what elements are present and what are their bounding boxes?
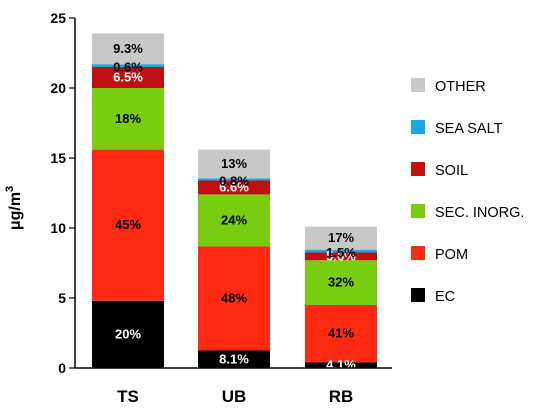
data-label-rb-ec: 4.1%	[326, 357, 356, 372]
legend-label-pom: POM	[435, 247, 468, 263]
x-tick-label-ub: UB	[222, 387, 247, 406]
y-tick-label-25: 25	[50, 10, 66, 26]
data-label-rb-pom: 41%	[328, 326, 354, 341]
legend-swatch-soil	[411, 162, 425, 176]
x-tick-label-rb: RB	[329, 387, 354, 406]
legend-swatch-sea-salt	[411, 120, 425, 134]
legend-swatch-pom	[411, 246, 425, 260]
data-label-rb-sea-salt: 1.5%	[326, 245, 356, 260]
legend-swatch-other	[411, 78, 425, 92]
y-axis-label-main: μg/m	[7, 192, 24, 230]
legend-label-sec-inorg: SEC. INORG.	[435, 205, 524, 221]
y-axis-label: μg/m3	[4, 186, 24, 230]
data-label-ts-sec-inorg: 18%	[115, 111, 141, 126]
legend-label-ec: EC	[435, 289, 455, 305]
legend-label-soil: SOIL	[435, 163, 468, 179]
y-tick-label-0: 0	[58, 360, 66, 376]
y-tick-label-10: 10	[50, 220, 66, 236]
data-label-ub-pom: 48%	[221, 290, 247, 305]
legend-swatch-sec-inorg	[411, 204, 425, 218]
x-tick-label-ts: TS	[117, 387, 139, 406]
y-axis-label-superscript: 3	[4, 186, 16, 192]
y-tick-label-20: 20	[50, 80, 66, 96]
data-label-ub-ec: 8.1%	[219, 351, 249, 366]
data-label-ts-ec: 20%	[115, 326, 141, 341]
legend-swatch-ec	[411, 288, 425, 302]
data-label-ts-sea-salt: 0.6%	[113, 60, 143, 75]
data-label-ub-sea-salt: 0.8%	[219, 173, 249, 188]
data-label-ub-other: 13%	[221, 156, 247, 171]
data-label-rb-other: 17%	[328, 230, 354, 245]
data-label-ts-pom: 45%	[115, 217, 141, 232]
data-label-ub-sec-inorg: 24%	[221, 212, 247, 227]
legend-label-other: OTHER	[435, 79, 486, 95]
data-label-rb-sec-inorg: 32%	[328, 275, 354, 290]
y-tick-label-5: 5	[58, 290, 66, 306]
y-tick-label-15: 15	[50, 150, 66, 166]
data-label-ts-other: 9.3%	[113, 41, 143, 56]
legend-label-sea-salt: SEA SALT	[435, 121, 503, 137]
